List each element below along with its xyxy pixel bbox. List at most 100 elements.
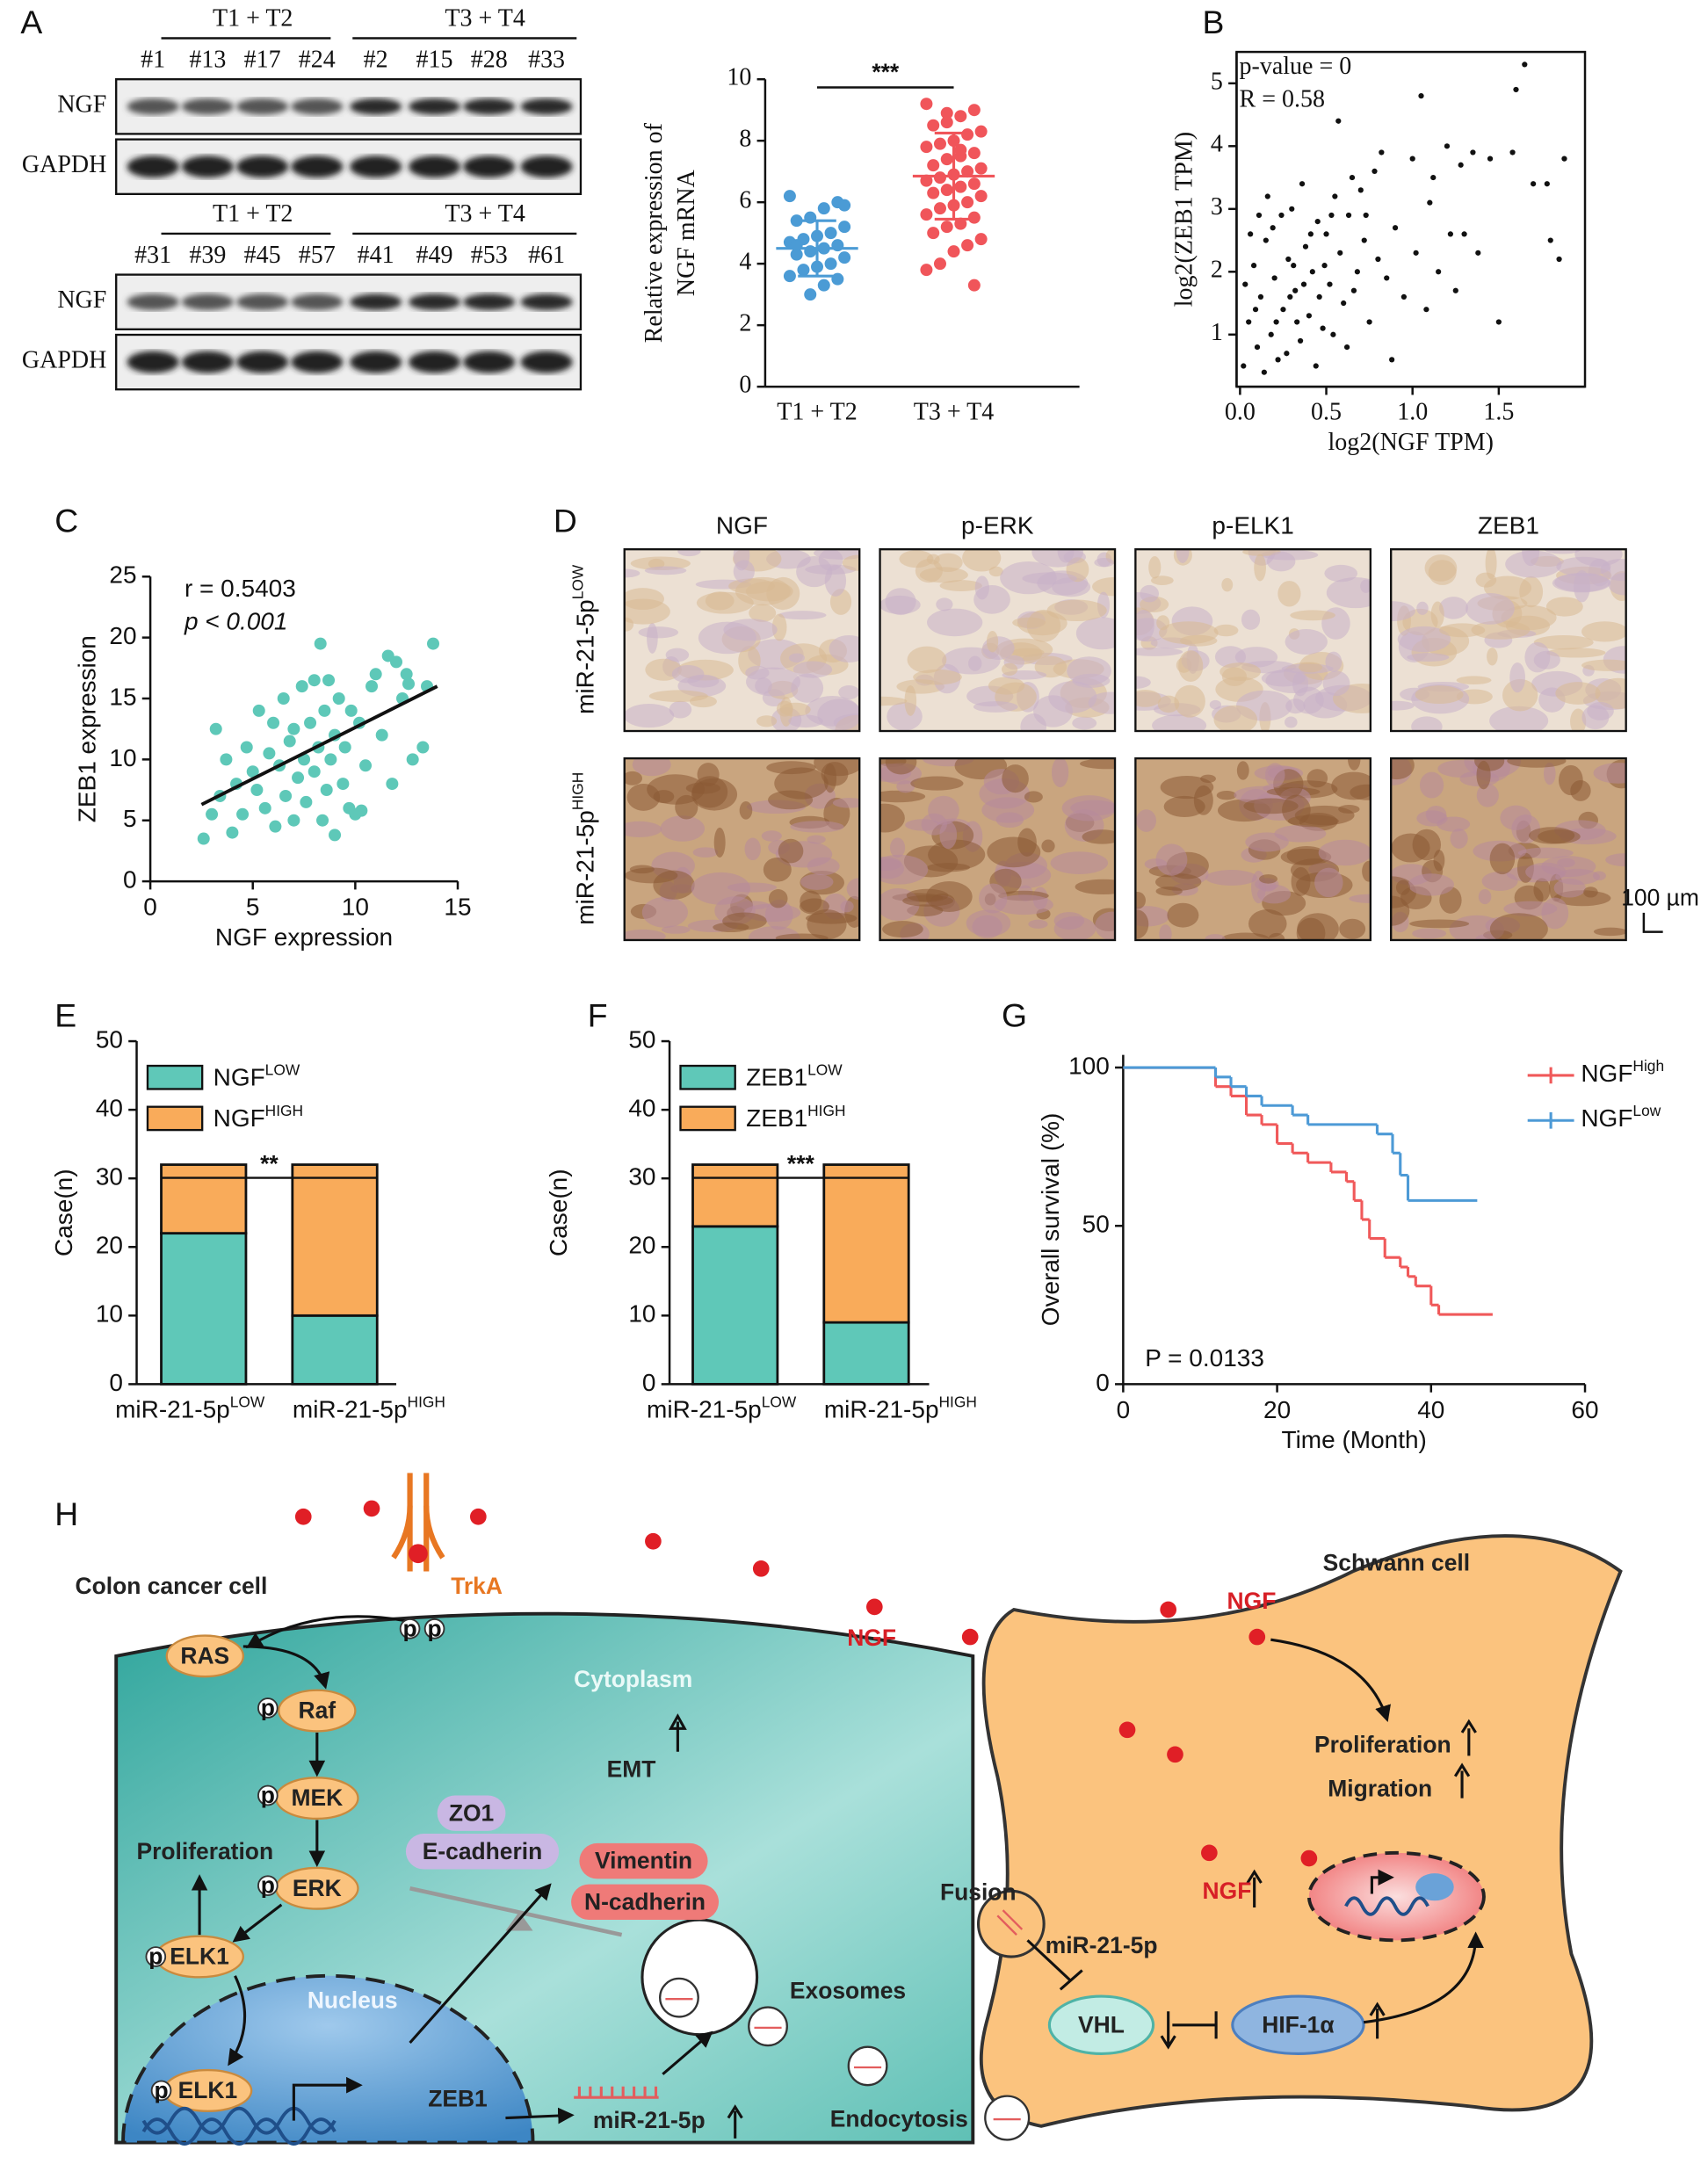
x-tick-label-sup: HIGH (408, 1393, 445, 1410)
tissue (1075, 879, 1116, 895)
ihc-image (1135, 549, 1371, 732)
point (1430, 174, 1437, 181)
tissue (1581, 705, 1610, 730)
dot (967, 279, 981, 292)
y-tick-label: 0 (739, 372, 751, 399)
tissue (800, 890, 822, 913)
tissue (792, 661, 833, 678)
dot (940, 221, 953, 234)
tissue (1412, 829, 1441, 861)
tissue (1082, 829, 1116, 844)
tissue (1026, 609, 1061, 642)
tissue (1428, 560, 1457, 585)
dot (961, 128, 974, 141)
band (409, 293, 461, 311)
tissue (1419, 771, 1444, 799)
lane-label: #49 (416, 242, 453, 269)
point (1400, 293, 1407, 300)
point (1470, 149, 1476, 156)
label: Endocytosis (830, 2106, 968, 2132)
lane-label: #24 (299, 46, 336, 73)
ihc-column: p-ERK (961, 512, 1034, 539)
label: Cytoplasm (574, 1666, 692, 1692)
diagram: Colon cancer cell TrkA NGF Cytoplasm RAS… (76, 1473, 1623, 2146)
dot (954, 110, 967, 123)
point (1321, 263, 1328, 269)
scale-label: 100 µm (1621, 884, 1699, 910)
tile-frame (1134, 756, 1372, 942)
y-tick-label: 5 (123, 805, 137, 832)
lane-label: #33 (528, 46, 565, 73)
tissue (624, 704, 675, 728)
tissue (879, 696, 908, 706)
p-label: p (402, 1615, 416, 1641)
tissue (713, 922, 749, 933)
point (277, 692, 290, 706)
lane-label: #45 (244, 242, 281, 269)
dot (954, 143, 967, 156)
point (304, 716, 317, 729)
x-tick-label: miR-21-5pLOW (647, 1393, 797, 1423)
tissue (910, 776, 964, 791)
y-tick-label: 2 (739, 310, 751, 337)
vim-box (579, 1842, 708, 1879)
legend-label-sup: HIGH (807, 1102, 845, 1119)
tissue (1533, 634, 1594, 650)
point (246, 765, 259, 778)
tissue (691, 778, 738, 811)
point (292, 771, 305, 785)
tissue (889, 837, 906, 858)
point (1350, 287, 1357, 293)
tissue (879, 803, 905, 833)
tissue (1583, 887, 1598, 898)
tissue (817, 698, 860, 731)
point (1284, 351, 1290, 357)
x-tick-label: 0.0 (1225, 399, 1256, 426)
tissue (1135, 676, 1151, 689)
band (463, 351, 516, 373)
legend-label: ZEB1HIGH (746, 1102, 845, 1133)
band (350, 293, 402, 311)
y-tick-label: 50 (1082, 1211, 1110, 1238)
tissue (838, 684, 860, 699)
tissue (800, 873, 834, 890)
point (1291, 263, 1297, 269)
tissue (1350, 784, 1371, 800)
tissue (1248, 909, 1287, 938)
label: ELK1 (170, 1943, 229, 1970)
tissue (1362, 860, 1371, 882)
dot (927, 186, 940, 199)
tissue (1057, 549, 1075, 563)
point (1323, 231, 1329, 237)
tss-arrow (292, 2076, 363, 2121)
tissue (1544, 549, 1581, 554)
dot (824, 227, 837, 240)
point (263, 747, 276, 760)
x-tick-label: 5 (246, 894, 260, 921)
point (1458, 162, 1464, 168)
tissue (1349, 894, 1371, 903)
x-tick-label: 0.5 (1311, 399, 1342, 426)
point (1444, 143, 1451, 149)
band (291, 156, 344, 178)
legend-label-main: NGF (1581, 1060, 1632, 1087)
tissue (1502, 678, 1538, 712)
legend-label-main: NGF (214, 1105, 265, 1133)
y-tick-label: 0 (1096, 1369, 1110, 1396)
point (1363, 212, 1369, 219)
dot (954, 180, 967, 193)
x-tick-label: 40 (1417, 1396, 1444, 1423)
dot (940, 116, 953, 129)
tissue (1407, 653, 1450, 662)
label: E-cadherin (423, 1838, 543, 1864)
tissue (1136, 809, 1157, 832)
ihc-column: ZEB1 (1478, 512, 1539, 539)
tissue (1028, 919, 1048, 929)
tissue (1478, 888, 1492, 905)
band (520, 98, 573, 115)
point (1409, 156, 1415, 162)
tissue (763, 857, 792, 882)
ihc-image (1135, 758, 1371, 940)
point (329, 829, 342, 842)
tissue (739, 801, 753, 820)
